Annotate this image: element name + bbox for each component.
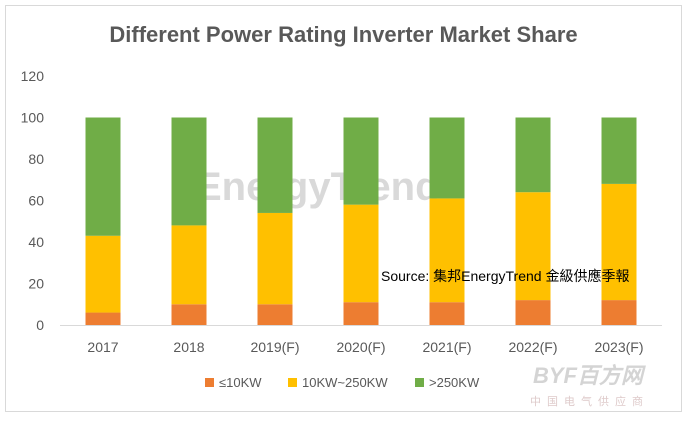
x-tick-label: 2018: [173, 339, 204, 355]
energytrend-watermark: EnergyTrend: [195, 165, 440, 209]
bar-segment-10KW-250KW: [257, 212, 293, 305]
bar-segment--250KW: [171, 117, 207, 226]
x-tick-label: 2020(F): [336, 339, 385, 355]
bar-segment--10KW: [257, 304, 293, 325]
bar-segment--250KW: [343, 117, 379, 205]
source-annotation: Source: 集邦EnergyTrend 金級供應季報: [381, 268, 630, 284]
x-tick-label: 2022(F): [508, 339, 557, 355]
legend-label: >250KW: [429, 375, 480, 390]
y-tick-label: 40: [28, 234, 44, 250]
legend-swatch: [415, 378, 424, 387]
bar-segment--250KW: [257, 117, 293, 213]
y-tick-label: 80: [28, 151, 44, 167]
bar-segment-10KW-250KW: [343, 204, 379, 303]
x-tick-label: 2019(F): [250, 339, 299, 355]
bar-segment--10KW: [601, 300, 637, 325]
bar-segment--10KW: [515, 300, 551, 325]
chart-title: Different Power Rating Inverter Market S…: [109, 22, 578, 47]
y-tick-label: 100: [21, 110, 45, 126]
byf-watermark: BYF百方网: [533, 363, 644, 388]
bar-segment--250KW: [515, 117, 551, 193]
bar-segment-10KW-250KW: [171, 225, 207, 305]
bar-segment-10KW-250KW: [85, 235, 121, 313]
y-tick-label: 120: [21, 68, 45, 84]
bar-segment--250KW: [85, 117, 121, 236]
bar-segment--250KW: [429, 117, 465, 199]
legend-label: 10KW~250KW: [302, 375, 388, 390]
bar-segment-10KW-250KW: [601, 183, 637, 301]
bar-segment--10KW: [343, 302, 379, 325]
legend-swatch: [288, 378, 297, 387]
y-tick-label: 20: [28, 276, 44, 292]
bar-segment--10KW: [85, 312, 121, 325]
legend-swatch: [205, 378, 214, 387]
x-tick-label: 2017: [87, 339, 118, 355]
bar-segment--10KW: [171, 304, 207, 325]
y-tick-label: 0: [36, 317, 44, 333]
x-tick-label: 2023(F): [594, 339, 643, 355]
bar-segment-10KW-250KW: [515, 192, 551, 301]
y-tick-label: 60: [28, 193, 44, 209]
bar-segment-10KW-250KW: [429, 198, 465, 303]
bar-segment--10KW: [429, 302, 465, 325]
legend-label: ≤10KW: [219, 375, 262, 390]
x-tick-label: 2021(F): [422, 339, 471, 355]
byf-subtitle-watermark: 中国电气供应商: [530, 396, 649, 408]
chart-frame: [5, 5, 682, 412]
bar-segment--250KW: [601, 117, 637, 184]
